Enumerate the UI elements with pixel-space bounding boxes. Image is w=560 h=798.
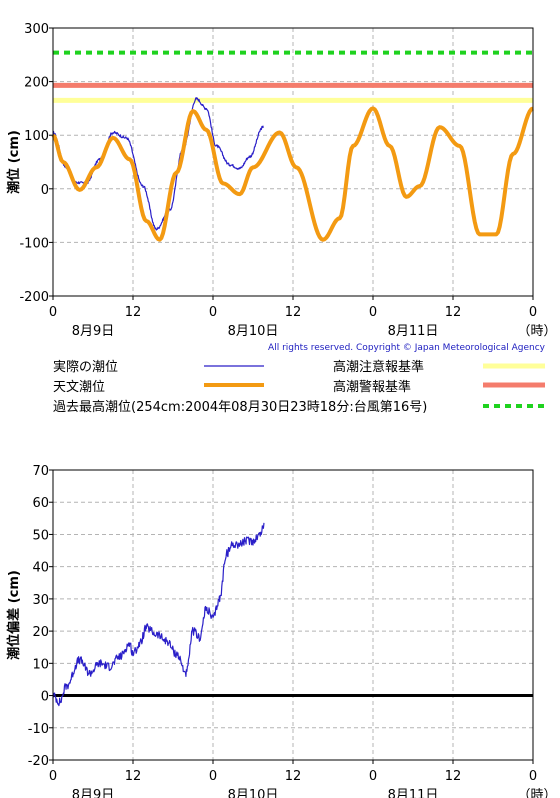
y-tick-label: 200 <box>24 76 49 91</box>
legend-label-record: 過去最高潮位(254cm:2004年08月30日23時18分:台風第16号) <box>53 399 427 415</box>
x-tick-label: 0 <box>529 769 537 784</box>
legend-label-astronomical: 天文潮位 <box>53 380 105 395</box>
x-tick-label: 0 <box>369 769 377 784</box>
x-tick-label: 0 <box>209 769 217 784</box>
x-tick-label: 12 <box>285 305 302 320</box>
x-tick-label: 0 <box>49 305 57 320</box>
copyright-notice: All rights reserved. Copyright © Japan M… <box>268 343 546 353</box>
y-tick-label: -200 <box>19 290 49 305</box>
y-tick-label: 20 <box>32 625 49 640</box>
x-tick-label: 12 <box>125 305 142 320</box>
y-tick-label: -100 <box>19 236 49 251</box>
y-tick-label: -10 <box>28 722 49 737</box>
x-tick-label: 12 <box>445 769 462 784</box>
y-axis-label: 潮位偏差 (cm) <box>6 570 22 660</box>
y-tick-label: 30 <box>32 593 49 608</box>
y-tick-label: 10 <box>32 657 49 672</box>
legend-label-caution: 高潮注意報基準 <box>333 359 424 375</box>
x-tick-label: 12 <box>285 769 302 784</box>
x-unit-label: （時） <box>517 788 556 798</box>
y-tick-label: 100 <box>24 129 49 144</box>
observed-tide-line <box>52 97 264 231</box>
legend-label-observed: 実際の潮位 <box>53 359 118 375</box>
x-tick-label: 0 <box>529 305 537 320</box>
y-tick-label: 0 <box>41 183 49 198</box>
y-tick-label: 40 <box>32 561 49 576</box>
x-date-label: 8月11日 <box>388 788 439 798</box>
y-tick-label: 0 <box>41 690 49 705</box>
x-date-label: 8月10日 <box>228 788 279 798</box>
y-axis-label: 潮位 (cm) <box>6 130 22 194</box>
y-tick-label: 300 <box>24 22 49 37</box>
astronomical-tide-line <box>51 106 534 242</box>
x-tick-label: 0 <box>49 769 57 784</box>
x-date-label: 8月10日 <box>228 324 279 339</box>
x-date-label: 8月9日 <box>72 788 115 798</box>
y-tick-label: 70 <box>32 464 49 479</box>
x-tick-label: 12 <box>125 769 142 784</box>
tide-deviation-line <box>52 522 265 707</box>
x-unit-label: （時） <box>517 324 556 339</box>
x-date-label: 8月9日 <box>72 324 115 339</box>
x-tick-label: 0 <box>209 305 217 320</box>
legend-label-warning: 高潮警報基準 <box>333 379 411 395</box>
y-tick-label: 50 <box>32 528 49 543</box>
x-tick-label: 12 <box>445 305 462 320</box>
x-tick-label: 0 <box>369 305 377 320</box>
y-tick-label: -20 <box>28 754 49 769</box>
x-date-label: 8月11日 <box>388 324 439 339</box>
y-tick-label: 60 <box>32 496 49 511</box>
